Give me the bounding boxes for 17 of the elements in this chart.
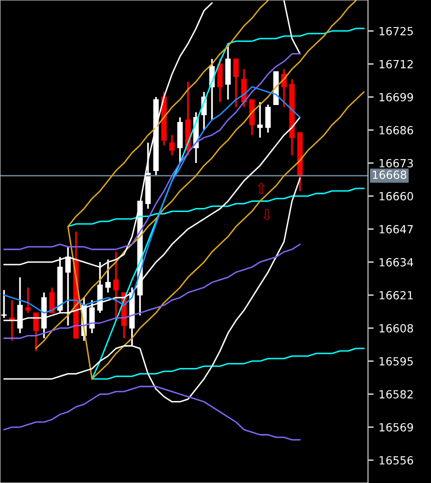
- annotation: ⇩: [263, 208, 271, 220]
- annotation: ⇧: [257, 182, 266, 194]
- y-tick-label: 16712: [380, 60, 413, 68]
- y-tick-label: 16686: [380, 126, 414, 134]
- y-tick-label: 16647: [380, 225, 413, 234]
- y-tick-label: 16660: [380, 192, 414, 200]
- y-tick-label: 16569: [380, 423, 413, 432]
- ref-line-label: 16668: [372, 170, 406, 179]
- y-tick-label: 16634: [380, 258, 414, 266]
- y-tick-label: 16582: [380, 390, 413, 398]
- y-tick-label: 16608: [380, 324, 414, 332]
- y-tick-label: 16725: [380, 26, 413, 36]
- y-tick-label: 16673: [380, 159, 413, 168]
- y-tick-label: 16595: [380, 357, 413, 366]
- y-tick-label: 16556: [380, 456, 414, 465]
- y-tick-label: 16621: [380, 291, 413, 300]
- y-tick-label: 16699: [380, 92, 413, 102]
